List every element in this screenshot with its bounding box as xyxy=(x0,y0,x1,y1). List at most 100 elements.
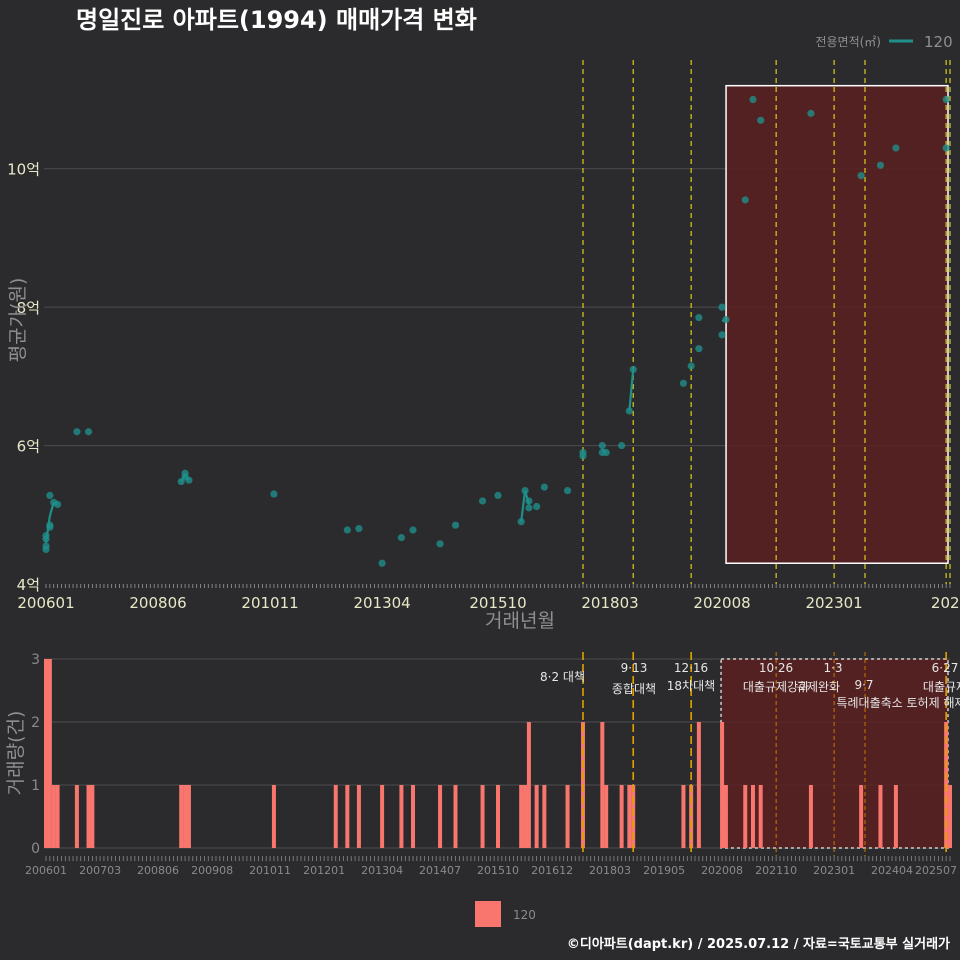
volume-bar xyxy=(179,785,184,848)
volume-bar xyxy=(743,785,748,848)
volume-x-tick-label: 200908 xyxy=(191,864,233,877)
volume-bar xyxy=(271,785,276,848)
volume-bar xyxy=(534,785,539,848)
volume-x-tick-label: 202507 xyxy=(915,864,957,877)
volume-y-tick-label: 1 xyxy=(31,778,40,794)
volume-bar xyxy=(44,659,48,848)
price-point xyxy=(525,504,533,512)
volume-bar xyxy=(438,785,443,848)
price-point xyxy=(598,441,606,450)
volume-bar xyxy=(619,785,624,848)
x-tick-label: 201304 xyxy=(353,594,410,612)
volume-bar xyxy=(526,722,531,848)
volume-bar xyxy=(380,785,385,848)
volume-bar xyxy=(47,659,52,848)
volume-bar xyxy=(399,785,404,848)
volume-bar xyxy=(74,785,79,848)
price-point xyxy=(687,362,695,370)
price-point xyxy=(73,428,81,436)
volume-bar xyxy=(90,785,95,848)
price-point xyxy=(451,521,460,529)
policy-name-label: 대출규제강화 xyxy=(743,680,809,694)
volume-bar xyxy=(86,785,91,848)
price-point xyxy=(378,559,386,567)
policy-name-label: 18차대책 xyxy=(667,678,715,693)
volume-bar xyxy=(55,785,60,848)
price-point xyxy=(563,486,572,495)
volume-bar xyxy=(523,785,528,848)
price-point xyxy=(942,144,950,152)
footer-credit: ©디아파트(dapt.kr) / 2025.07.12 / 자료=국토교통부 실… xyxy=(567,936,950,952)
policy-date-label: 12·16 xyxy=(674,661,708,675)
volume-legend-swatch xyxy=(475,901,501,927)
price-point xyxy=(494,491,502,500)
volume-bar xyxy=(604,785,609,848)
price-point xyxy=(42,531,50,540)
price-point xyxy=(876,161,885,169)
volume-x-tick-label: 200601 xyxy=(25,864,67,877)
legend-label: 120 xyxy=(924,33,953,51)
price-point xyxy=(757,116,765,124)
price-point xyxy=(185,476,193,484)
price-point xyxy=(749,95,757,104)
price-point xyxy=(46,521,54,529)
volume-bars xyxy=(44,659,952,848)
volume-x-tick-label: 201905 xyxy=(643,864,685,877)
volume-bar xyxy=(750,785,755,848)
volume-bar xyxy=(480,785,485,848)
volume-bar xyxy=(496,785,500,848)
volume-x-tick-label: 201304 xyxy=(361,864,403,877)
volume-axis-label: 거래량(건) xyxy=(5,711,27,796)
volume-bar xyxy=(51,785,56,848)
price-point xyxy=(525,497,533,505)
volume-x-tick-label: 201407 xyxy=(419,864,461,877)
volume-bar xyxy=(723,785,728,848)
price-point xyxy=(741,196,749,204)
policy-date-label: 8·2 대책 xyxy=(540,669,585,684)
chart-title: 명일진로 아파트(1994) 매매가격 변화 xyxy=(76,6,477,34)
price-point xyxy=(602,448,610,457)
price-point xyxy=(177,477,185,486)
volume-x-tick-label: 201510 xyxy=(477,864,519,877)
y-tick-label: 8억 xyxy=(17,299,40,317)
volume-x-tick-label: 201011 xyxy=(249,864,291,877)
top-axes: 200601 200806 201011 201304 201510 201803 2020… xyxy=(17,584,960,612)
price-line-segment xyxy=(520,490,527,522)
volume-bar xyxy=(689,785,694,848)
volume-bar xyxy=(681,785,686,848)
volume-bar xyxy=(411,785,416,848)
volume-bar xyxy=(453,785,458,848)
policy-date-label: 1·3 xyxy=(823,661,842,675)
price-point xyxy=(84,428,93,436)
price-point xyxy=(695,313,703,322)
volume-bar xyxy=(627,785,632,848)
policy-date-label: 9·7 xyxy=(854,678,873,692)
price-point xyxy=(629,365,637,374)
top-gridlines: 4억 6억 8억 10억 xyxy=(7,161,950,594)
volume-bar xyxy=(345,785,350,848)
volume-x-tick-label: 201803 xyxy=(589,864,631,877)
y-tick-label: 4억 xyxy=(17,576,40,594)
policy-name-label: 특례대출축소 토허제 해제 xyxy=(836,696,960,710)
volume-x-tick-label: 202404 xyxy=(871,864,913,877)
volume-bar xyxy=(948,785,952,848)
volume-bar xyxy=(808,785,813,848)
price-point xyxy=(355,525,363,533)
volume-bar xyxy=(878,785,883,848)
volume-bar xyxy=(519,785,524,848)
price-point xyxy=(53,500,62,509)
volume-bar xyxy=(720,722,725,848)
price-point xyxy=(618,441,626,450)
price-point xyxy=(517,518,525,526)
price-point xyxy=(533,502,541,511)
price-point xyxy=(625,407,633,415)
volume-legend-label: 120 xyxy=(513,908,536,922)
x-tick-label: 201803 xyxy=(581,594,638,612)
price-point xyxy=(436,540,444,548)
y-tick-label: 6억 xyxy=(17,438,40,456)
policy-date-label: 9·13 xyxy=(621,661,648,675)
volume-bar xyxy=(696,722,701,848)
top-policy-lines xyxy=(582,60,951,584)
price-point xyxy=(409,526,417,534)
price-point xyxy=(942,95,950,104)
